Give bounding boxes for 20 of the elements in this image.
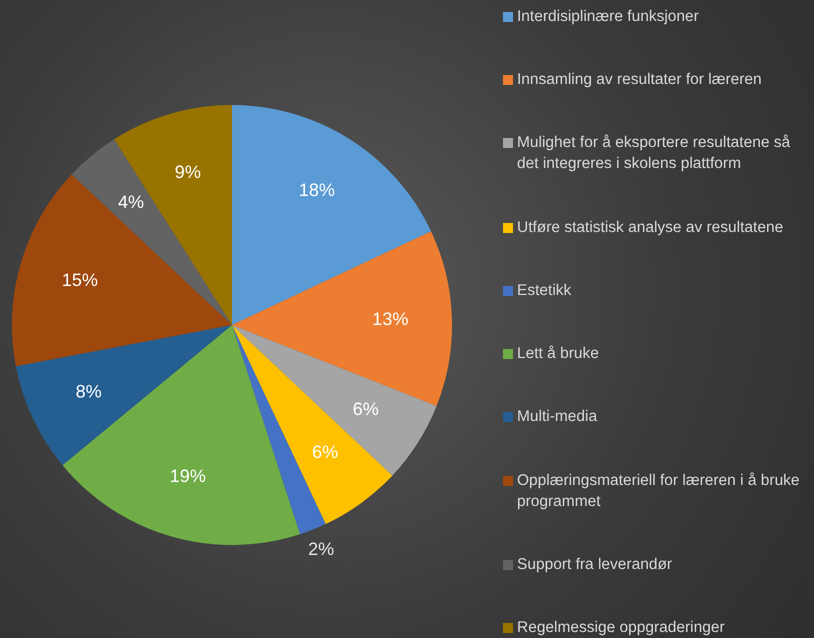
data-label: 4% xyxy=(118,192,144,212)
legend-label: Utføre statistisk analyse av resultatene xyxy=(517,218,784,238)
legend-label: Interdisiplinære funksjoner xyxy=(517,7,699,27)
legend-label: Estetikk xyxy=(517,280,572,301)
legend-label: Innsamling av resultater for læreren xyxy=(517,70,762,90)
legend-label: Lett å bruke xyxy=(517,344,599,364)
data-label: 6% xyxy=(312,442,338,462)
legend-label: Multi-media xyxy=(517,407,598,428)
legend-label: Opplæringsmateriell for læreren i å bruke programmet xyxy=(517,470,801,512)
data-label: 8% xyxy=(76,381,102,402)
data-label: 15% xyxy=(62,270,98,290)
data-label: 13% xyxy=(372,308,408,329)
legend-label: Mulighet for å eksportere resultatene så det integreres i skolens plattform xyxy=(517,133,792,174)
data-label: 2% xyxy=(308,538,334,559)
data-label: 9% xyxy=(174,162,201,182)
data-label: 6% xyxy=(352,398,379,419)
data-label: 18% xyxy=(298,180,335,200)
data-label: 19% xyxy=(170,466,206,486)
legend-label: Regelmessige oppgraderinger xyxy=(517,618,725,638)
legend-label: Support fra leverandør xyxy=(517,554,672,575)
